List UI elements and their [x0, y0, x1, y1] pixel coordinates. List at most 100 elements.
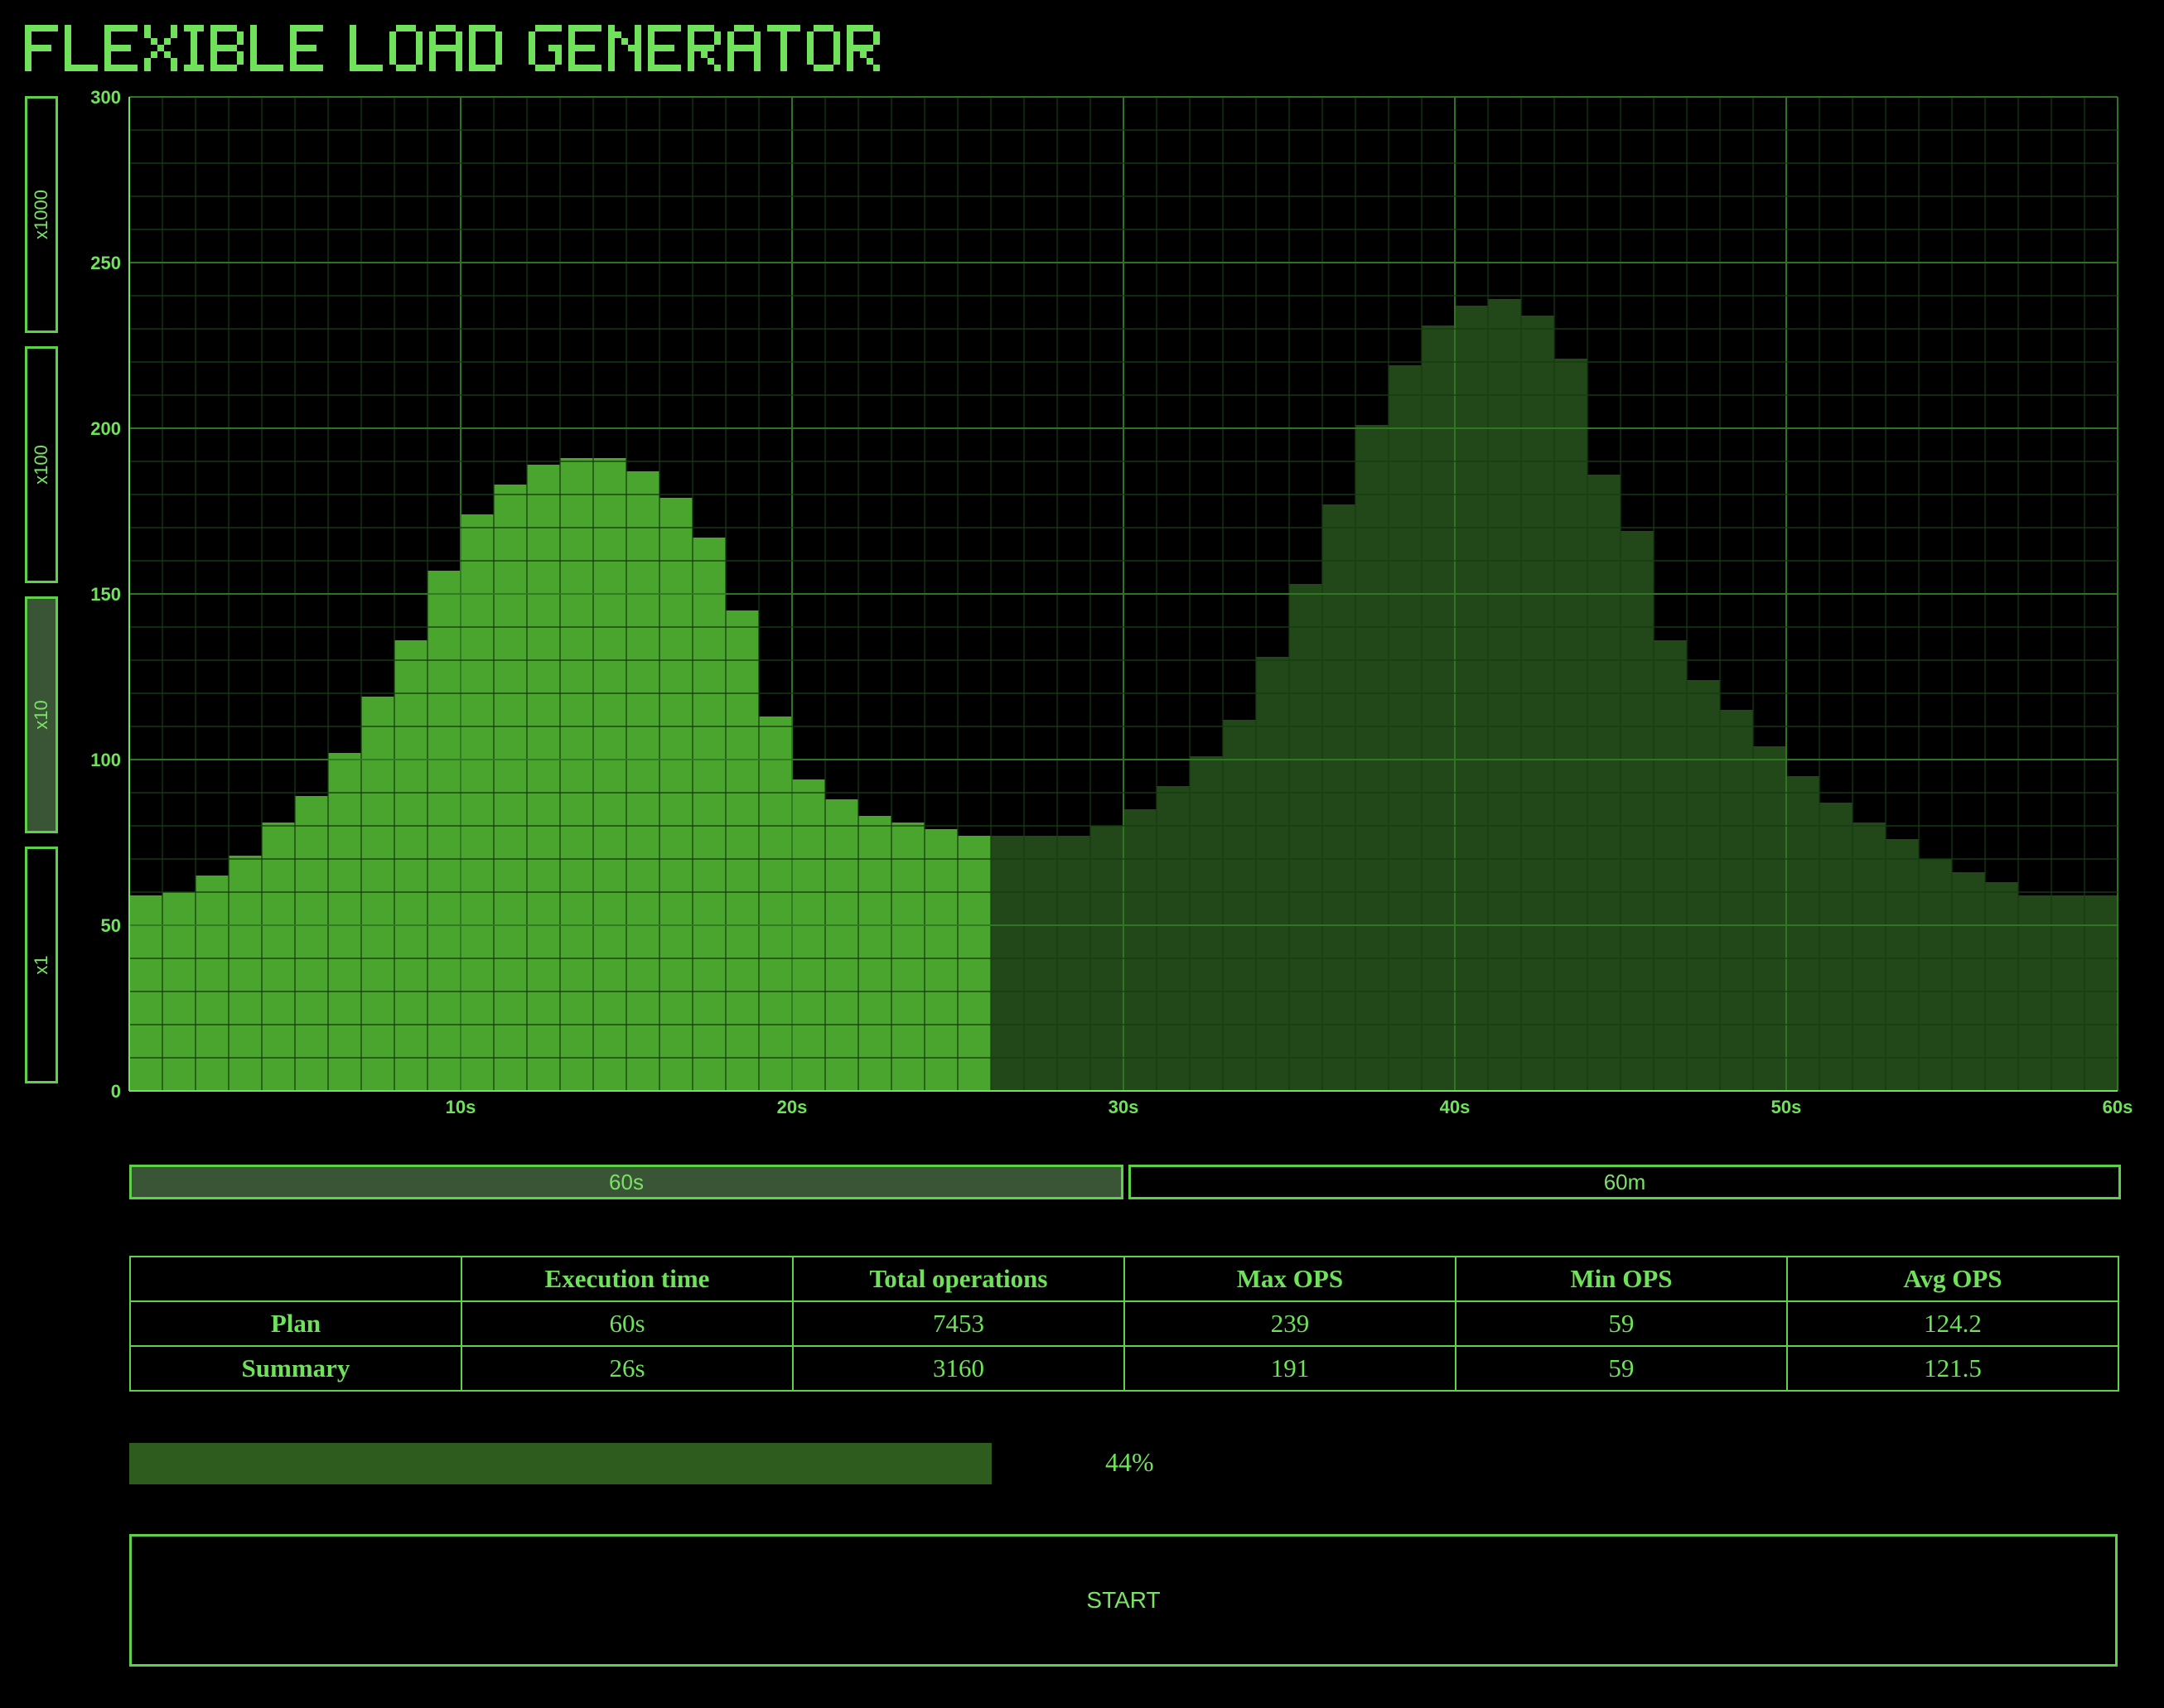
table-header-cell: [129, 1256, 462, 1302]
table-cell: 121.5: [1785, 1345, 2120, 1392]
table-header-row: Execution time Total operations Max OPS …: [129, 1256, 2120, 1302]
table-cell: 26s: [460, 1345, 794, 1392]
y-tick-label: 250: [90, 253, 121, 273]
chart-bar: [1289, 584, 1322, 1091]
x-tick-label: 10s: [446, 1097, 476, 1117]
chart-bar: [262, 823, 295, 1091]
table-row: Plan 60s 7453 239 59 124.2: [129, 1300, 2120, 1347]
stats-table: Execution time Total operations Max OPS …: [129, 1256, 2120, 1392]
chart-bar: [1952, 872, 1985, 1091]
chart-bar: [1123, 809, 1157, 1091]
y-tick-label: 300: [90, 87, 121, 108]
chart-bar: [1654, 640, 1687, 1091]
chart-bar: [229, 856, 262, 1091]
chart-bar: [1157, 786, 1190, 1091]
table-header-cell: Total operations: [791, 1256, 1125, 1302]
chart-bar: [1587, 475, 1621, 1091]
chart-bar: [1521, 316, 1554, 1091]
chart-bar: [1057, 836, 1090, 1091]
chart-bar: [1554, 359, 1587, 1091]
table-header-cell: Execution time: [460, 1256, 794, 1302]
scale-button-x100[interactable]: x100: [25, 346, 58, 583]
chart-bar: [1621, 531, 1654, 1091]
start-button[interactable]: START: [129, 1534, 2118, 1667]
x-tick-label: 40s: [1440, 1097, 1471, 1117]
chart-bar: [361, 697, 394, 1091]
chart-bar: [1786, 776, 1819, 1091]
progress-label: 44%: [1105, 1447, 1154, 1477]
progress-fill: [129, 1443, 992, 1484]
table-header-cell: Avg OPS: [1785, 1256, 2120, 1302]
scale-button-x1[interactable]: x1: [25, 847, 58, 1083]
chart-bar: [958, 836, 991, 1091]
y-tick-label: 50: [101, 915, 121, 936]
chart-bar: [726, 610, 759, 1091]
chart-bar: [659, 498, 693, 1091]
chart-bar: [1720, 710, 1753, 1091]
chart-bar: [1024, 836, 1057, 1091]
chart-bar: [1852, 823, 1886, 1091]
chart-bar: [1322, 504, 1355, 1091]
chart-bar: [858, 816, 891, 1091]
chart-bar: [1190, 756, 1223, 1091]
chart-bar: [394, 640, 427, 1091]
chart-bar: [1422, 326, 1455, 1091]
chart-bar: [1455, 306, 1488, 1091]
chart-bar: [1389, 365, 1422, 1091]
y-tick-label: 100: [90, 750, 121, 770]
chart-bar: [1886, 839, 1919, 1091]
table-cell: 7453: [791, 1300, 1125, 1347]
table-header-cell: Min OPS: [1454, 1256, 1788, 1302]
table-cell: 59: [1454, 1300, 1788, 1347]
scale-button-x10[interactable]: x10: [25, 596, 58, 833]
chart-bar: [991, 836, 1024, 1091]
y-tick-label: 0: [111, 1081, 121, 1102]
table-header-cell: Max OPS: [1123, 1256, 1456, 1302]
load-chart: 0 50 100 150 200 250 300 10s 20s 30s 40s 50s 60s: [90, 87, 2133, 1117]
chart-bar: [1687, 680, 1720, 1091]
y-tick-label: 200: [90, 418, 121, 439]
duration-button-60s[interactable]: 60s: [129, 1165, 1123, 1199]
app-title: FLEXIBLE LOAD GENERATOR: [25, 25, 880, 71]
chart-grid: [128, 96, 2118, 1092]
chart-bar: [560, 458, 593, 1091]
chart-bar: [825, 799, 858, 1091]
x-tick-label: 50s: [1771, 1097, 1802, 1117]
chart-bar: [1753, 746, 1786, 1091]
chart-bar: [427, 571, 461, 1091]
chart-bar: [527, 465, 560, 1091]
chart-bar: [1919, 859, 1952, 1091]
x-tick-label: 20s: [777, 1097, 808, 1117]
chart-bar: [792, 779, 825, 1091]
progress-bar: [129, 1443, 2119, 1484]
chart-bar: [759, 716, 792, 1091]
chart-bar: [626, 471, 659, 1091]
x-tick-label: 60s: [2103, 1097, 2133, 1117]
chart-bar: [461, 514, 494, 1091]
chart-bar: [328, 753, 361, 1091]
chart-bar: [196, 876, 229, 1091]
bar-series: [129, 299, 2118, 1091]
chart-bar: [1985, 882, 2018, 1091]
table-cell: 60s: [460, 1300, 794, 1347]
table-cell: 3160: [791, 1345, 1125, 1392]
table-cell: 124.2: [1785, 1300, 2120, 1347]
chart-bar: [693, 538, 726, 1091]
duration-button-60m[interactable]: 60m: [1128, 1165, 2121, 1199]
scale-button-x1000[interactable]: x1000: [25, 96, 58, 333]
row-header-summary: Summary: [129, 1345, 462, 1392]
y-tick-label: 150: [90, 584, 121, 605]
row-header-plan: Plan: [129, 1300, 462, 1347]
table-cell: 59: [1454, 1345, 1788, 1392]
chart-bar: [1488, 299, 1521, 1091]
chart-bar: [1819, 803, 1852, 1091]
chart-bar: [1256, 657, 1289, 1091]
table-row: Summary 26s 3160 191 59 121.5: [129, 1345, 2120, 1392]
x-tick-label: 30s: [1109, 1097, 1139, 1117]
chart-bar: [1223, 720, 1256, 1091]
chart-bar: [1355, 425, 1389, 1091]
table-cell: 191: [1123, 1345, 1456, 1392]
chart-bar: [295, 796, 328, 1091]
chart-bar: [593, 458, 626, 1091]
chart-bar: [494, 485, 527, 1091]
